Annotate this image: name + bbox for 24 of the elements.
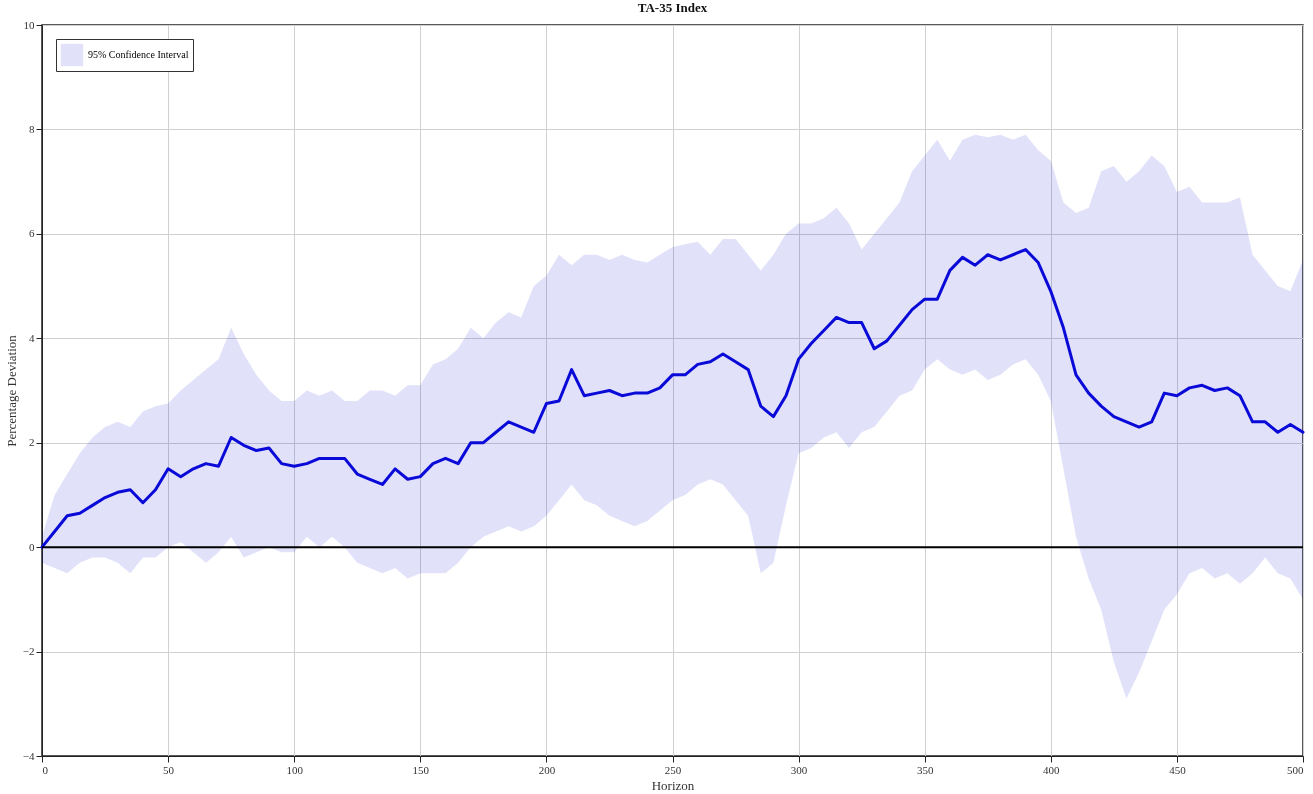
x-tick-label: 500 <box>1287 763 1304 776</box>
y-tick-label: 8 <box>29 122 35 135</box>
y-tick-label: 4 <box>29 331 35 344</box>
x-tick-label: 0 <box>42 763 49 776</box>
y-axis-title: Percentage Deviation <box>3 334 19 447</box>
x-tick-label: 450 <box>1169 763 1187 776</box>
y-tick-label: 0 <box>29 540 35 553</box>
y-tick-label: 10 <box>23 18 35 31</box>
x-tick-label: 350 <box>916 763 934 776</box>
y-tick-label: −4 <box>22 749 35 762</box>
x-axis-title: Horizon <box>651 777 695 793</box>
x-tick-label: 400 <box>1043 763 1061 776</box>
line-series <box>40 248 1305 549</box>
x-tick-label: 50 <box>163 763 175 776</box>
y-tick-label: 6 <box>29 227 35 240</box>
x-tick-label: 150 <box>412 763 430 776</box>
x-tick-label: 200 <box>538 763 556 776</box>
x-tick-label: 300 <box>790 763 808 776</box>
legend-label: 95% Confidence Interval <box>88 49 189 60</box>
y-tick-label: 2 <box>29 436 35 449</box>
x-tick-label: 100 <box>286 763 304 776</box>
x-tick-label: 250 <box>664 763 682 776</box>
chart-title: TA-35 Index <box>637 0 708 15</box>
y-tick-label: −2 <box>22 645 35 658</box>
